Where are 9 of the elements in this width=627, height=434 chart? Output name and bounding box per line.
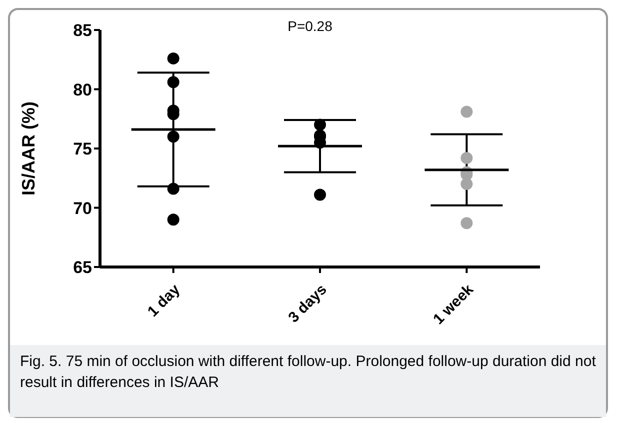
annotation: P=0.28 <box>288 18 332 34</box>
y-tick-label: 75 <box>73 140 92 159</box>
y-tick-label: 85 <box>73 21 92 40</box>
y-axis-title: IS/AAR (%) <box>18 101 38 196</box>
x-tick-label: 1 day <box>144 280 184 320</box>
y-tick-label: 70 <box>73 198 92 218</box>
y-tick-label: 80 <box>73 80 92 100</box>
y-tick-label: 65 <box>73 258 92 278</box>
caption: Fig. 5. 75 min of occlusion with different follow-up. Prolonged follow-up duration did not result in differences in IS/AAR <box>10 345 606 417</box>
